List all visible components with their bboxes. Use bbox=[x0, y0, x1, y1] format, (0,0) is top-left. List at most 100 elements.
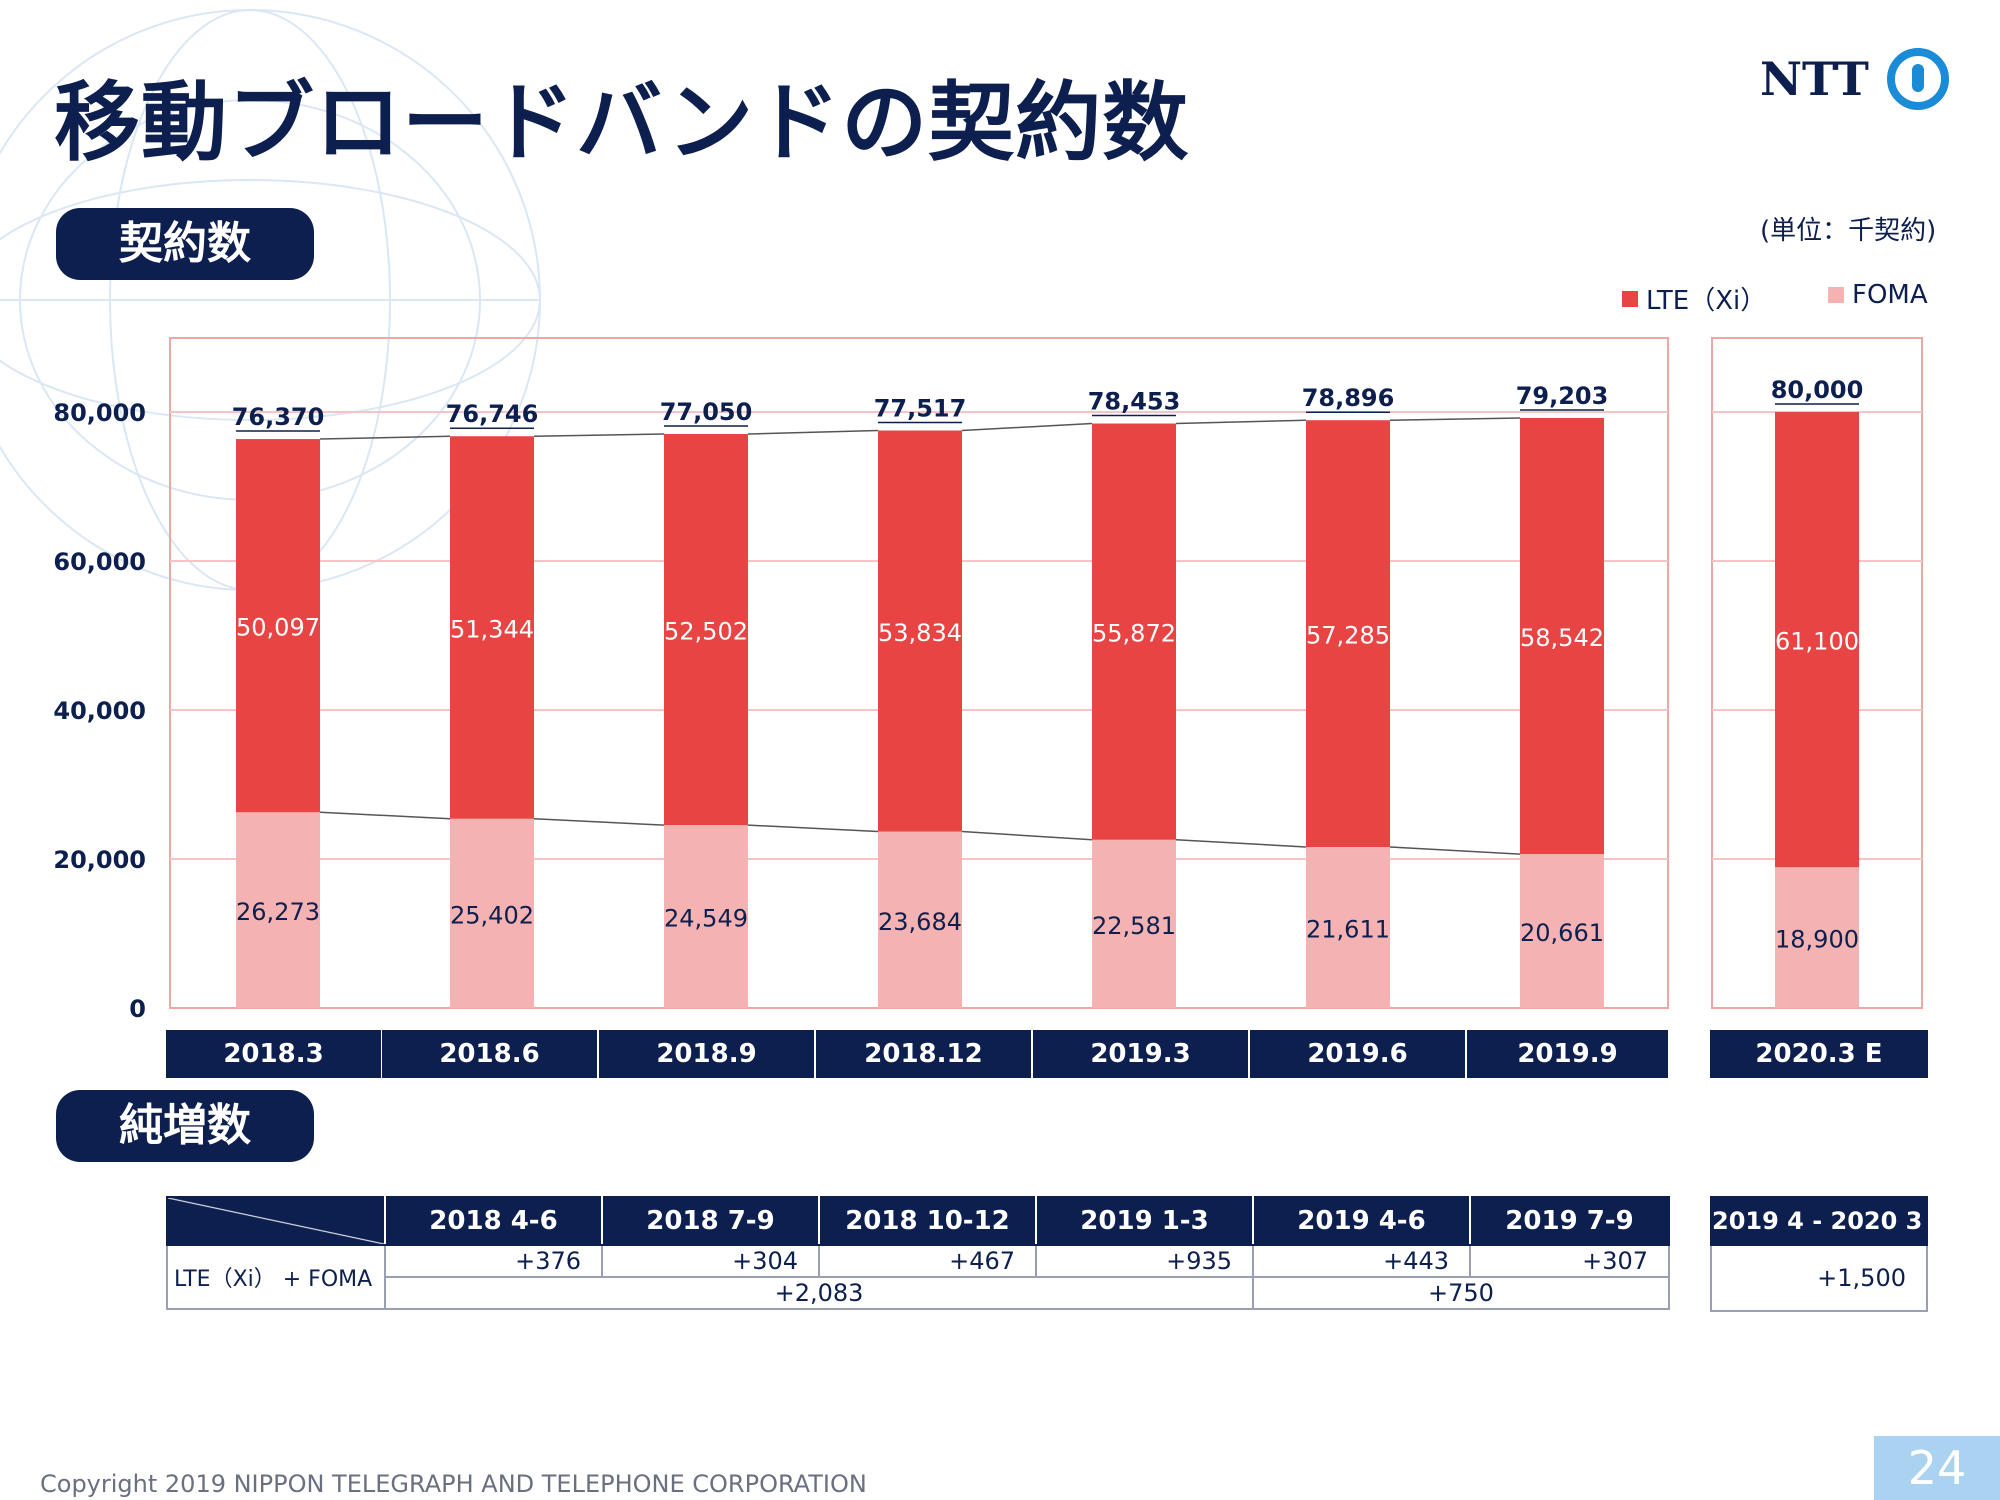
period-header: 2019 7-9 bbox=[1469, 1196, 1670, 1246]
data-label-lte: 58,542 bbox=[1520, 624, 1604, 652]
page-title: 移動ブロードバンドの契約数 bbox=[54, 73, 1190, 173]
x-category-label: 2018.3 bbox=[166, 1030, 381, 1078]
foma-connector-line bbox=[1389, 846, 1521, 855]
foma-connector-line bbox=[319, 811, 451, 820]
total-connector-line bbox=[1175, 419, 1307, 425]
total-label: 80,000 bbox=[1771, 376, 1864, 404]
quarterly-value: +935 bbox=[1035, 1244, 1254, 1278]
net-additions-forecast-table: 2019 4 - 2020 3 E +1,500 bbox=[1710, 1196, 1947, 1312]
period-header: 2018 4-6 bbox=[384, 1196, 603, 1246]
legend-swatch-lte bbox=[1622, 290, 1638, 307]
bar-lte bbox=[1092, 423, 1176, 840]
row-label: LTE（Xi） + FOMA bbox=[166, 1244, 386, 1310]
bar-foma bbox=[1306, 846, 1390, 1008]
x-category-label: 2020.3 E bbox=[1710, 1030, 1928, 1078]
legend-item-lte: LTE（Xi） bbox=[1622, 280, 1766, 317]
bar-lte bbox=[664, 433, 748, 826]
net-additions-table: 2018 4-6 2018 7-9 2018 10-12 2019 1-3 20… bbox=[166, 1196, 1670, 1310]
foma-connector-line bbox=[961, 830, 1093, 841]
legend-swatch-foma bbox=[1828, 287, 1844, 303]
x-category-label: 2018.12 bbox=[816, 1030, 1031, 1078]
logo-text: NTT bbox=[1760, 52, 1869, 106]
data-label-lte: 51,344 bbox=[450, 615, 534, 643]
bar-foma bbox=[1775, 867, 1859, 1008]
x-category-label: 2019.6 bbox=[1250, 1030, 1465, 1078]
y-tick-label: 20,000 bbox=[53, 846, 146, 874]
total-connector-line bbox=[533, 433, 665, 437]
bar-lte bbox=[1775, 412, 1859, 868]
data-label-lte: 61,100 bbox=[1775, 628, 1859, 656]
total-label: 76,746 bbox=[446, 400, 539, 428]
bar-lte bbox=[236, 439, 320, 813]
quarterly-value: +467 bbox=[818, 1244, 1037, 1278]
total-label: 76,370 bbox=[232, 403, 325, 431]
x-category-label: 2019.9 bbox=[1467, 1030, 1668, 1078]
foma-connector-line bbox=[533, 818, 665, 826]
table-corner-cell bbox=[166, 1196, 386, 1246]
y-tick-label: 80,000 bbox=[53, 399, 146, 427]
data-label-foma: 24,549 bbox=[664, 905, 748, 933]
bar-lte bbox=[1306, 420, 1390, 847]
quarterly-value: +307 bbox=[1469, 1244, 1670, 1278]
forecast-value: +1,500 bbox=[1710, 1244, 1928, 1312]
legend-item-foma: FOMA bbox=[1828, 280, 1928, 310]
bar-foma bbox=[450, 818, 534, 1008]
total-connector-line bbox=[319, 435, 451, 440]
total-connector-line bbox=[747, 429, 879, 435]
ntt-logo: NTT bbox=[1760, 48, 1949, 110]
data-label-lte: 55,872 bbox=[1092, 620, 1176, 648]
y-tick-label: 60,000 bbox=[53, 548, 146, 576]
stacked-bar-chart: 0 20,000 40,000 60,000 80,000 26,273 50,097 76,… bbox=[53, 337, 1923, 1023]
legend-label-foma: FOMA bbox=[1852, 280, 1928, 310]
page-number: 24 bbox=[1874, 1436, 2000, 1500]
period-header: 2018 10-12 bbox=[818, 1196, 1037, 1246]
section-label-contracts: 契約数 bbox=[56, 208, 314, 280]
bar-foma bbox=[1520, 854, 1604, 1008]
period-header: 2019 1-3 bbox=[1035, 1196, 1254, 1246]
group-total-value: +750 bbox=[1252, 1276, 1670, 1310]
quarterly-value: +443 bbox=[1252, 1244, 1471, 1278]
legend-label-lte: LTE（Xi） bbox=[1646, 286, 1767, 316]
data-label-lte: 53,834 bbox=[878, 619, 962, 647]
total-label: 77,050 bbox=[660, 398, 753, 426]
data-label-lte: 50,097 bbox=[236, 614, 320, 642]
bar-lte bbox=[450, 436, 534, 819]
period-header: 2019 4-6 bbox=[1252, 1196, 1471, 1246]
period-header: 2018 7-9 bbox=[601, 1196, 820, 1246]
data-label-foma: 21,611 bbox=[1306, 915, 1390, 943]
bar-foma bbox=[878, 831, 962, 1008]
unit-note: (単位：千契約) bbox=[1760, 216, 1937, 246]
forecast-period-header: 2019 4 - 2020 3 E bbox=[1710, 1196, 1947, 1246]
quarterly-value: +304 bbox=[601, 1244, 820, 1278]
group-total-value: +2,083 bbox=[384, 1276, 1254, 1310]
x-category-label: 2019.3 bbox=[1033, 1030, 1248, 1078]
ntt-logo-icon bbox=[1886, 48, 1949, 110]
total-label: 77,517 bbox=[874, 394, 967, 422]
data-label-foma: 23,684 bbox=[878, 908, 962, 936]
bar-foma bbox=[236, 812, 320, 1008]
y-tick-label: 0 bbox=[129, 995, 146, 1023]
total-label: 79,203 bbox=[1516, 382, 1609, 410]
data-label-foma: 25,402 bbox=[450, 901, 534, 929]
data-label-lte: 57,285 bbox=[1306, 622, 1390, 650]
data-label-foma: 18,900 bbox=[1775, 926, 1859, 954]
bar-foma bbox=[664, 825, 748, 1008]
data-label-foma: 26,273 bbox=[236, 898, 320, 926]
x-category-label: 2018.9 bbox=[599, 1030, 814, 1078]
data-label-lte: 52,502 bbox=[664, 618, 748, 646]
data-label-foma: 22,581 bbox=[1092, 912, 1176, 940]
section-label-net-additions: 純増数 bbox=[56, 1090, 314, 1162]
bar-lte bbox=[1520, 417, 1604, 855]
total-connector-line bbox=[1389, 417, 1521, 421]
total-label: 78,453 bbox=[1088, 388, 1181, 416]
total-connector-line bbox=[961, 422, 1093, 432]
bar-foma bbox=[1092, 839, 1176, 1008]
foma-connector-line bbox=[747, 824, 879, 833]
copyright-footer: Copyright 2019 NIPPON TELEGRAPH AND TELE… bbox=[40, 1470, 867, 1498]
x-category-label: 2018.6 bbox=[382, 1030, 597, 1078]
total-label: 78,896 bbox=[1302, 384, 1395, 412]
quarterly-value: +376 bbox=[384, 1244, 603, 1278]
bar-lte bbox=[878, 430, 962, 832]
data-label-foma: 20,661 bbox=[1520, 919, 1604, 947]
y-tick-label: 40,000 bbox=[53, 697, 146, 725]
